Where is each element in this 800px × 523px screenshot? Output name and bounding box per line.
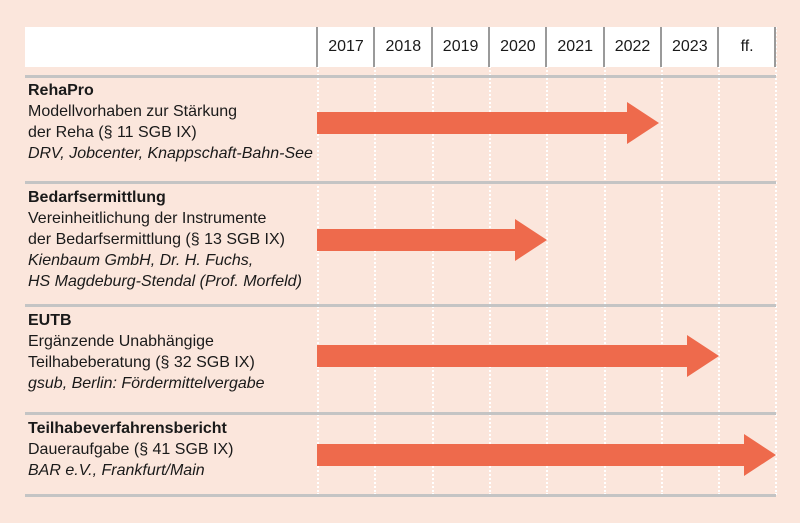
header-separator xyxy=(659,27,662,67)
header-separator xyxy=(487,27,490,67)
header-separator xyxy=(430,27,433,67)
row-description: der Bedarfsermittlung (§ 13 SGB IX) xyxy=(28,231,285,248)
row-description: Ergänzende Unabhängige xyxy=(28,333,214,350)
arrow-shape xyxy=(317,219,547,261)
row-separator xyxy=(25,304,776,307)
row-separator xyxy=(25,494,776,497)
header-separator xyxy=(717,27,720,67)
arrow-shape xyxy=(317,335,719,377)
column-separator xyxy=(660,27,663,495)
year-label-6: 2022 xyxy=(614,38,651,55)
header-separator xyxy=(373,27,376,67)
row-label: Teilhabeverfahrensbericht Daueraufgabe (§… xyxy=(28,418,318,481)
column-separator xyxy=(374,27,377,495)
row-separator xyxy=(25,412,776,415)
row-partners: BAR e.V., Frankfurt/Main xyxy=(28,462,205,479)
row-description: Teilhabeberatung (§ 32 SGB IX) xyxy=(28,354,255,371)
column-separator xyxy=(718,27,721,495)
row-partners: Kienbaum GmbH, Dr. H. Fuchs, xyxy=(28,252,254,269)
year-label-1: 2017 xyxy=(328,38,364,55)
arrow-shape xyxy=(317,102,659,144)
header-separator xyxy=(774,27,777,67)
year-label-2: 2018 xyxy=(385,38,422,55)
row-description: Daueraufgabe (§ 41 SGB IX) xyxy=(28,441,234,458)
row-label: EUTB Ergänzende Unabhängige Teilhabeberatu… xyxy=(28,310,318,394)
arrow-rehapro xyxy=(317,102,659,144)
year-label-3: 2019 xyxy=(442,38,479,55)
header-separator xyxy=(545,27,548,67)
arrow-teilhabeverfahrensbericht xyxy=(317,434,776,476)
column-separator xyxy=(546,27,549,495)
arrow-shape xyxy=(317,434,776,476)
header-separator xyxy=(602,27,605,67)
column-separator xyxy=(317,27,319,495)
column-separator xyxy=(431,27,434,495)
row-partners: gsub, Berlin: Fördermittelvergabe xyxy=(28,375,265,392)
row-partners: HS Magdeburg-Stendal (Prof. Morfeld) xyxy=(28,273,302,290)
row-title: RehaPro xyxy=(28,82,94,99)
year-label-5: 2021 xyxy=(557,38,593,55)
row-separator xyxy=(25,75,776,78)
column-separator xyxy=(775,27,778,495)
year-label-4: 2020 xyxy=(500,38,536,55)
row-title: Bedarfsermittlung xyxy=(28,189,166,206)
row-partners: DRV, Jobcenter, Knappschaft-Bahn-See xyxy=(28,145,313,162)
header-separator xyxy=(316,27,318,67)
year-label-8: ff. xyxy=(740,38,754,55)
row-description: Vereinheitlichung der Instrumente xyxy=(28,210,267,227)
arrow-bedarfsermittlung xyxy=(317,219,547,261)
row-label: Bedarfsermittlung Vereinheitlichung der I… xyxy=(28,187,318,292)
row-separator xyxy=(25,181,776,184)
column-separator xyxy=(488,27,491,495)
column-separator xyxy=(603,27,606,495)
row-description: Modellvorhaben zur Stärkung xyxy=(28,103,238,120)
year-label-7: 2023 xyxy=(672,38,708,55)
row-title: EUTB xyxy=(28,312,72,329)
arrow-eutb xyxy=(317,335,719,377)
row-description: der Reha (§ 11 SGB IX) xyxy=(28,124,197,141)
timeline-header: 2017 2018 2019 2020 2021 2022 2023 ff. xyxy=(25,27,776,67)
row-title: Teilhabeverfahrensbericht xyxy=(28,420,227,437)
row-label: RehaPro Modellvorhaben zur Stärkung der Re… xyxy=(28,80,318,164)
